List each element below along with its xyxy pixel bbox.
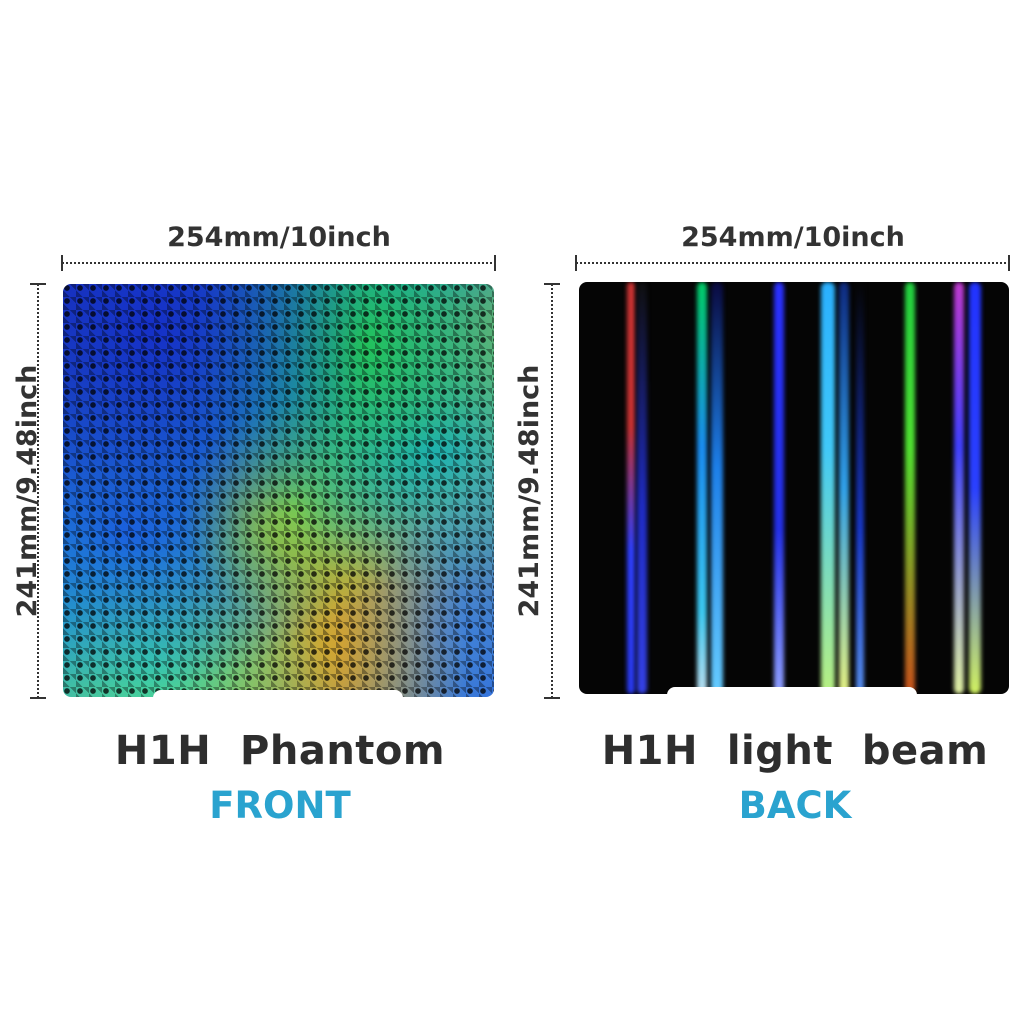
right-height-label: 241mm/9.48inch [514, 364, 545, 618]
light-beam [627, 282, 635, 694]
right-width-label: 254mm/10inch [681, 222, 905, 253]
right-height-dimension-line [551, 284, 553, 698]
right-width-tick-end [1008, 255, 1010, 271]
right-height-tick-start [544, 283, 560, 285]
left-width-tick-start [61, 255, 63, 271]
right-width-dimension-line [576, 262, 1010, 264]
right-side-label: BACK [738, 784, 852, 827]
left-height-dimension-line [37, 284, 39, 698]
light-beam [839, 282, 849, 694]
light-beam [954, 282, 964, 694]
left-width-tick-end [494, 255, 496, 271]
back-plate-image [579, 282, 1009, 694]
left-width-label: 254mm/10inch [167, 222, 391, 253]
light-beam [697, 282, 707, 694]
left-height-tick-start [30, 283, 46, 285]
plate-notch [153, 690, 403, 697]
light-beam [969, 282, 981, 694]
plate-notch [667, 687, 917, 694]
right-width-tick-start [575, 255, 577, 271]
left-height-tick-end [30, 697, 46, 699]
light-beam [774, 282, 784, 694]
right-product-title: H1H light beam [601, 728, 989, 774]
light-beam [856, 282, 864, 694]
right-height-tick-end [544, 697, 560, 699]
left-width-dimension-line [62, 262, 496, 264]
light-beam [711, 282, 723, 694]
light-beam [637, 282, 647, 694]
left-product-title: H1H Phantom [114, 728, 446, 774]
front-plate-image [63, 284, 494, 697]
light-beam [905, 282, 915, 694]
left-height-label: 241mm/9.48inch [12, 364, 43, 618]
left-side-label: FRONT [209, 784, 351, 827]
light-beam [821, 282, 835, 694]
